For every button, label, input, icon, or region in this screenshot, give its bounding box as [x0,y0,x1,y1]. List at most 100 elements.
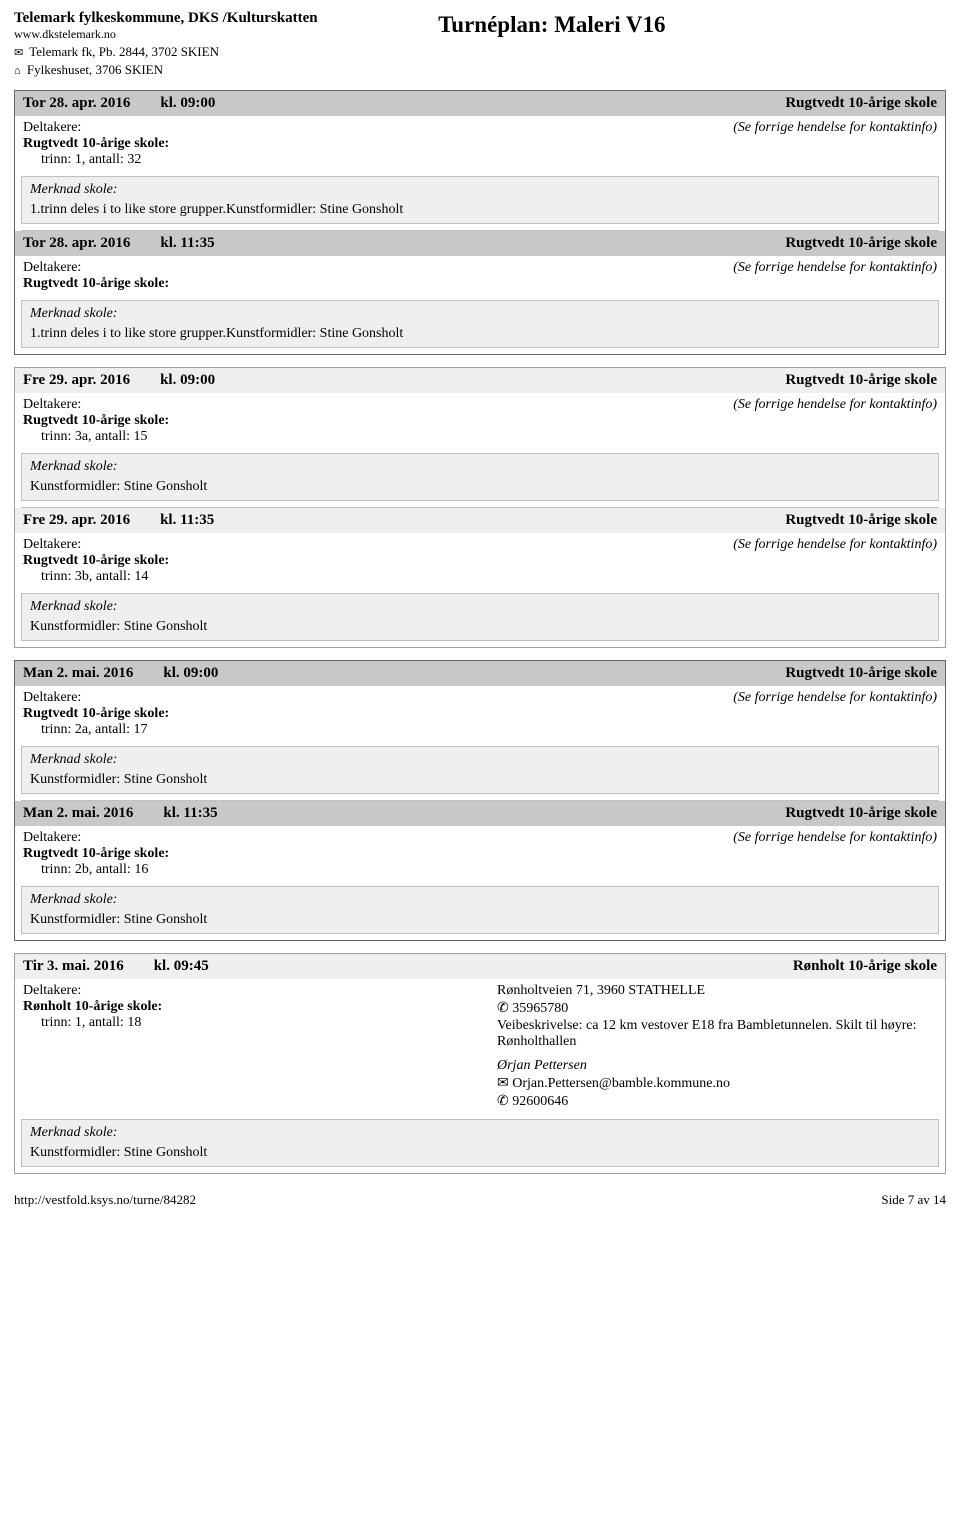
deltakere-label: Deltakere: [23,120,169,136]
event-left: Deltakere:Rugtvedt 10-årige skole:trinn:… [23,690,169,738]
event-venue: Rugtvedt 10-årige skole [785,95,937,112]
see-previous-note: (Se forrige hendelse for kontaktinfo) [733,260,937,275]
event-trinn: trinn: 2a, antall: 17 [23,722,169,738]
envelope-icon: ✉ [14,47,23,59]
deltakere-label: Deltakere: [23,260,169,276]
event-left: Deltakere:Rugtvedt 10-årige skole:trinn:… [23,830,169,878]
event-date: Tir 3. mai. 2016 [23,958,124,975]
event-time: kl. 09:00 [163,665,218,682]
deltakere-label: Deltakere: [23,537,169,553]
event-right: (Se forrige hendelse for kontaktinfo) [733,260,937,292]
event-trinn: trinn: 2b, antall: 16 [23,862,169,878]
org-address-1: ✉ Telemark fk, Pb. 2844, 3702 SKIEN [14,44,318,60]
event-venue: Rugtvedt 10-årige skole [785,805,937,822]
event-school: Rugtvedt 10-årige skole: [23,706,169,722]
merknad-body: Kunstformidler: Stine Gonsholt [30,479,930,495]
merknad-body: Kunstformidler: Stine Gonsholt [30,912,930,928]
event-body: Deltakere:Rugtvedt 10-årige skole: (Se fo… [15,256,945,298]
deltakere-label: Deltakere: [23,690,169,706]
event-header: Fre 29. apr. 2016kl. 09:00Rugtvedt 10-år… [15,368,945,393]
event-header: Tor 28. apr. 2016 kl. 11:35 Rugtvedt 10-år… [15,231,945,256]
merknad-label: Merknad skole: [30,306,930,322]
event-trinn: trinn: 1, antall: 18 [23,1015,162,1031]
merknad-label: Merknad skole: [30,1125,930,1141]
see-previous-note: (Se forrige hendelse for kontaktinfo) [733,830,937,845]
org-block: Telemark fylkeskommune, DKS /Kulturskatt… [14,10,318,78]
footer-url: http://vestfold.ksys.no/turne/84282 [14,1192,196,1208]
event-right: Rønholtveien 71, 3960 STATHELLE✆ 3596578… [497,983,937,1111]
event-time: kl. 11:35 [160,512,214,529]
event-right: (Se forrige hendelse for kontaktinfo) [733,397,937,445]
contact-block: Rønholtveien 71, 3960 STATHELLE✆ 3596578… [497,983,937,1110]
org-address-2: ⌂ Fylkeshuset, 3706 SKIEN [14,62,318,78]
org-address-2-text: Fylkeshuset, 3706 SKIEN [27,62,163,77]
page-header: Telemark fylkeskommune, DKS /Kulturskatt… [14,10,946,78]
event-time: kl. 11:35 [163,805,217,822]
merknad-label: Merknad skole: [30,752,930,768]
merknad-body: Kunstformidler: Stine Gonsholt [30,1145,930,1161]
event-school: Rugtvedt 10-årige skole: [23,413,169,429]
event-header: Tor 28. apr. 2016kl. 09:00Rugtvedt 10-år… [15,91,945,116]
see-previous-note: (Se forrige hendelse for kontaktinfo) [733,537,937,552]
event-body: Deltakere:Rugtvedt 10-årige skole:trinn:… [15,686,945,744]
event-venue: Rugtvedt 10-årige skole [785,372,937,389]
event-left: Deltakere:Rugtvedt 10-årige skole:trinn:… [23,120,169,168]
event-school: Rugtvedt 10-årige skole: [23,276,169,292]
footer-page: Side 7 av 14 [881,1192,946,1208]
merknad-box: Merknad skole: Kunstformidler: Stine Gons… [21,453,939,501]
merknad-label: Merknad skole: [30,182,930,198]
event-left: Deltakere:Rønholt 10-årige skole:trinn: … [23,983,162,1111]
merknad-box: Merknad skole: Kunstformidler: Stine Gons… [21,886,939,934]
schedule-group: Tor 28. apr. 2016kl. 09:00Rugtvedt 10-år… [14,90,946,355]
merknad-box: Merknad skole: Kunstformidler: Stine Gons… [21,746,939,794]
event-trinn: trinn: 1, antall: 32 [23,152,169,168]
contact-directions: Veibeskrivelse: ca 12 km vestover E18 fr… [497,1018,937,1050]
page-title: Turnéplan: Maleri V16 [318,12,786,38]
event-school: Rønholt 10-årige skole: [23,999,162,1015]
see-previous-note: (Se forrige hendelse for kontaktinfo) [733,120,937,135]
event-header: Tir 3. mai. 2016 kl. 09:45 Rønholt 10-årig… [15,954,945,979]
merknad-body: 1.trinn deles i to like store grupper.Ku… [30,326,930,342]
event-header: Fre 29. apr. 2016kl. 11:35Rugtvedt 10-år… [15,508,945,533]
merknad-body: Kunstformidler: Stine Gonsholt [30,772,930,788]
event-venue: Rugtvedt 10-årige skole [785,235,937,252]
merknad-box: Merknad skole: Kunstformidler: Stine Gons… [21,593,939,641]
merknad-label: Merknad skole: [30,892,930,908]
org-url: www.dkstelemark.no [14,27,318,42]
schedule-group: Tir 3. mai. 2016 kl. 09:45 Rønholt 10-årig… [14,953,946,1174]
house-icon: ⌂ [14,65,21,77]
merknad-label: Merknad skole: [30,599,930,615]
see-previous-note: (Se forrige hendelse for kontaktinfo) [733,397,937,412]
event-date: Tor 28. apr. 2016 [23,95,130,112]
event-time: kl. 09:00 [160,372,215,389]
contact-person: Ørjan Pettersen [497,1058,937,1074]
merknad-box: Merknad skole: 1.trinn deles i to like st… [21,300,939,348]
event-date: Tor 28. apr. 2016 [23,235,130,252]
merknad-box: Merknad skole: Kunstformidler: Stine Gons… [21,1119,939,1167]
event-right: (Se forrige hendelse for kontaktinfo) [733,830,937,878]
event-right: (Se forrige hendelse for kontaktinfo) [733,120,937,168]
event-left: Deltakere:Rugtvedt 10-årige skole:trinn:… [23,397,169,445]
event-date: Man 2. mai. 2016 [23,805,133,822]
event-left: Deltakere:Rugtvedt 10-årige skole: [23,260,169,292]
event-trinn: trinn: 3b, antall: 14 [23,569,169,585]
contact-address: Rønholtveien 71, 3960 STATHELLE [497,983,937,999]
event-school: Rugtvedt 10-årige skole: [23,136,169,152]
org-name: Telemark fylkeskommune, DKS /Kulturskatt… [14,10,318,27]
merknad-label: Merknad skole: [30,459,930,475]
event-venue: Rønholt 10-årige skole [793,958,937,975]
event-school: Rugtvedt 10-årige skole: [23,553,169,569]
schedule-group: Man 2. mai. 2016 kl. 09:00 Rugtvedt 10-åri… [14,660,946,941]
merknad-box: Merknad skole:1.trinn deles i to like st… [21,176,939,224]
event-right: (Se forrige hendelse for kontaktinfo) [733,690,937,738]
event-date: Fre 29. apr. 2016 [23,512,130,529]
schedule-group: Fre 29. apr. 2016 kl. 09:00 Rugtvedt 10-år… [14,367,946,648]
event-trinn: trinn: 3a, antall: 15 [23,429,169,445]
merknad-body: Kunstformidler: Stine Gonsholt [30,619,930,635]
deltakere-label: Deltakere: [23,397,169,413]
event-time: kl. 11:35 [160,235,214,252]
org-address-1-text: Telemark fk, Pb. 2844, 3702 SKIEN [29,44,219,59]
event-time: kl. 09:45 [154,958,209,975]
event-body: Deltakere:Rugtvedt 10-årige skole:trinn:… [15,533,945,591]
page-footer: http://vestfold.ksys.no/turne/84282 Side… [14,1192,946,1208]
